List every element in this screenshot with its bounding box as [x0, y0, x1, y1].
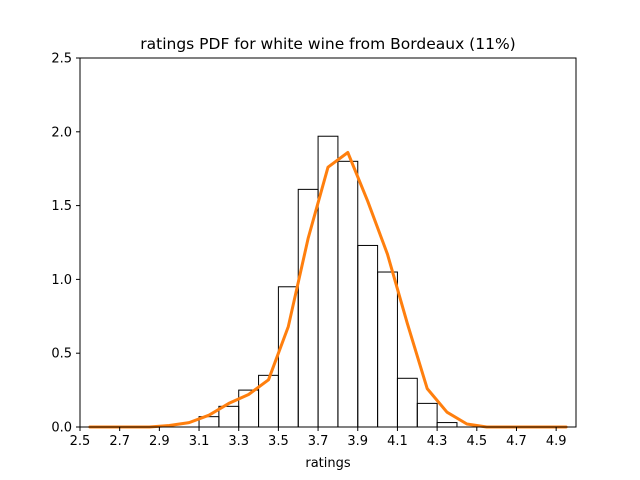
x-tick-label-7: 3.9	[347, 434, 368, 449]
histogram-bin-7	[337, 160, 359, 428]
x-axis: 2.5 2.7 2.9 3.1 3.3 3.5 3.7 3.9 4.1 4.3 4.5 4.7 4.9	[70, 427, 567, 449]
histogram-bin-5	[297, 188, 319, 428]
chart-title: ratings PDF for white wine from Bordeaux…	[140, 35, 515, 53]
x-tick-label-8: 4.1	[387, 434, 408, 449]
y-axis: 0.0 0.5 1.0 1.5 2.0 2.5	[51, 52, 80, 436]
x-tick-label-2: 2.9	[149, 434, 170, 449]
x-tick-label-11: 4.7	[506, 434, 527, 449]
y-tick-label-0: 0.0	[51, 421, 72, 436]
histogram-bin-10	[396, 377, 418, 428]
histogram-bin-11	[416, 402, 438, 428]
histogram-bin-6	[317, 135, 339, 428]
y-tick-label-3: 1.5	[51, 199, 72, 214]
y-tick-label-4: 2.0	[51, 125, 72, 140]
histogram-bin-8	[357, 244, 379, 428]
x-tick-label-5: 3.5	[268, 434, 289, 449]
y-tick-label-5: 2.5	[51, 52, 72, 67]
x-tick-label-6: 3.7	[308, 434, 329, 449]
histogram-bin-12	[436, 422, 458, 428]
x-tick-label-4: 3.3	[228, 434, 249, 449]
histogram-bin-9	[377, 271, 398, 428]
plot-frame	[79, 57, 577, 428]
y-tick-label-2: 1.0	[51, 273, 72, 288]
x-tick-label-9: 4.3	[427, 434, 448, 449]
x-tick-label-3: 3.1	[189, 434, 210, 449]
x-axis-title: ratings	[305, 456, 351, 471]
histogram-bin-4	[277, 286, 299, 428]
histogram-bin-1	[218, 405, 240, 428]
x-tick-label-1: 2.7	[109, 434, 130, 449]
x-tick-label-0: 2.5	[70, 434, 91, 449]
plot-area	[88, 135, 568, 429]
y-tick-label-1: 0.5	[51, 347, 72, 362]
x-tick-label-12: 4.9	[546, 434, 567, 449]
pdf-curve-line	[88, 151, 568, 429]
x-tick-label-10: 4.5	[466, 434, 487, 449]
